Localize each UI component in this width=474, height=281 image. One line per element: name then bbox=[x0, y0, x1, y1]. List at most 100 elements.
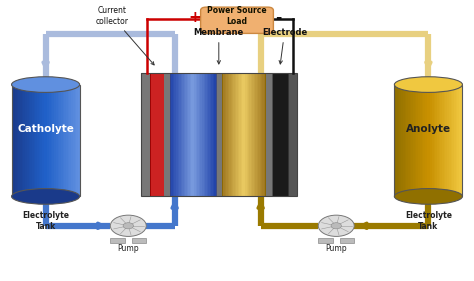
Circle shape bbox=[123, 223, 134, 229]
Bar bbox=[203, 73, 205, 196]
Bar bbox=[207, 73, 209, 196]
Bar bbox=[203, 73, 206, 196]
Bar bbox=[396, 85, 398, 196]
Bar bbox=[253, 73, 255, 196]
Bar bbox=[44, 85, 46, 196]
Bar bbox=[49, 85, 51, 196]
Bar bbox=[64, 85, 66, 196]
Bar bbox=[400, 85, 401, 196]
Bar bbox=[457, 85, 459, 196]
Bar bbox=[408, 85, 410, 196]
Bar bbox=[170, 73, 216, 196]
Bar bbox=[256, 73, 259, 196]
Bar bbox=[71, 85, 73, 196]
Bar bbox=[59, 85, 61, 196]
Bar bbox=[415, 85, 417, 196]
Bar bbox=[46, 85, 48, 196]
Bar bbox=[225, 73, 227, 196]
Text: Pump: Pump bbox=[118, 244, 139, 253]
Bar bbox=[210, 73, 212, 196]
Bar bbox=[188, 73, 190, 196]
Bar bbox=[25, 85, 27, 196]
Bar bbox=[248, 73, 250, 196]
Bar bbox=[438, 85, 441, 196]
Bar bbox=[17, 85, 19, 196]
Text: Pump: Pump bbox=[326, 244, 347, 253]
Bar bbox=[17, 85, 19, 196]
Bar bbox=[449, 85, 451, 196]
Bar bbox=[24, 85, 26, 196]
Bar bbox=[248, 73, 250, 196]
Bar bbox=[49, 85, 51, 196]
Bar bbox=[239, 73, 241, 196]
Bar bbox=[207, 73, 209, 196]
Bar bbox=[222, 73, 224, 196]
Circle shape bbox=[331, 223, 341, 229]
Bar bbox=[434, 85, 436, 196]
Bar bbox=[74, 85, 77, 196]
Bar bbox=[394, 85, 397, 196]
Bar bbox=[249, 73, 251, 196]
Bar bbox=[237, 73, 238, 196]
Bar bbox=[24, 85, 26, 196]
Bar bbox=[205, 73, 207, 196]
Bar bbox=[440, 85, 443, 196]
Bar bbox=[53, 85, 55, 196]
Text: -: - bbox=[275, 10, 281, 25]
Bar bbox=[437, 85, 439, 196]
Bar bbox=[340, 238, 354, 243]
Bar bbox=[25, 85, 27, 196]
Ellipse shape bbox=[394, 189, 463, 204]
Bar bbox=[176, 73, 178, 196]
Bar bbox=[421, 85, 424, 196]
Bar bbox=[420, 85, 422, 196]
Bar bbox=[410, 85, 412, 196]
Bar bbox=[214, 73, 216, 196]
Bar bbox=[444, 85, 446, 196]
Bar bbox=[141, 73, 297, 196]
Text: Power Source
Load: Power Source Load bbox=[207, 6, 267, 26]
Bar bbox=[457, 85, 459, 196]
Bar bbox=[179, 73, 181, 196]
Bar bbox=[456, 85, 458, 196]
Bar bbox=[59, 85, 61, 196]
Bar bbox=[454, 85, 456, 196]
Bar bbox=[394, 85, 397, 196]
Bar bbox=[68, 85, 70, 196]
Bar bbox=[417, 85, 419, 196]
Bar bbox=[202, 73, 204, 196]
Bar bbox=[66, 85, 68, 196]
Text: Current
collector: Current collector bbox=[95, 6, 154, 65]
Bar bbox=[132, 238, 146, 243]
Bar bbox=[170, 73, 172, 196]
Bar bbox=[434, 85, 436, 196]
Bar bbox=[42, 85, 45, 196]
Bar bbox=[214, 73, 216, 196]
Bar bbox=[423, 85, 426, 196]
Bar bbox=[40, 85, 43, 196]
Bar bbox=[428, 85, 430, 196]
Bar bbox=[54, 85, 56, 196]
Bar bbox=[44, 85, 46, 196]
Bar bbox=[237, 73, 240, 196]
Bar bbox=[425, 85, 427, 196]
Bar bbox=[223, 73, 225, 196]
Bar bbox=[69, 85, 72, 196]
Bar bbox=[225, 73, 228, 196]
Bar bbox=[427, 85, 429, 196]
Bar bbox=[175, 73, 178, 196]
Bar bbox=[415, 85, 417, 196]
Bar bbox=[446, 85, 447, 196]
Bar bbox=[410, 85, 412, 196]
Bar bbox=[425, 85, 427, 196]
Bar bbox=[244, 73, 246, 196]
Bar bbox=[32, 85, 34, 196]
Bar bbox=[438, 85, 441, 196]
Bar bbox=[262, 73, 264, 196]
Bar bbox=[459, 85, 461, 196]
Bar bbox=[39, 85, 41, 196]
Bar bbox=[459, 85, 461, 196]
Bar bbox=[256, 73, 259, 196]
Bar bbox=[11, 85, 14, 196]
Bar bbox=[228, 73, 229, 196]
